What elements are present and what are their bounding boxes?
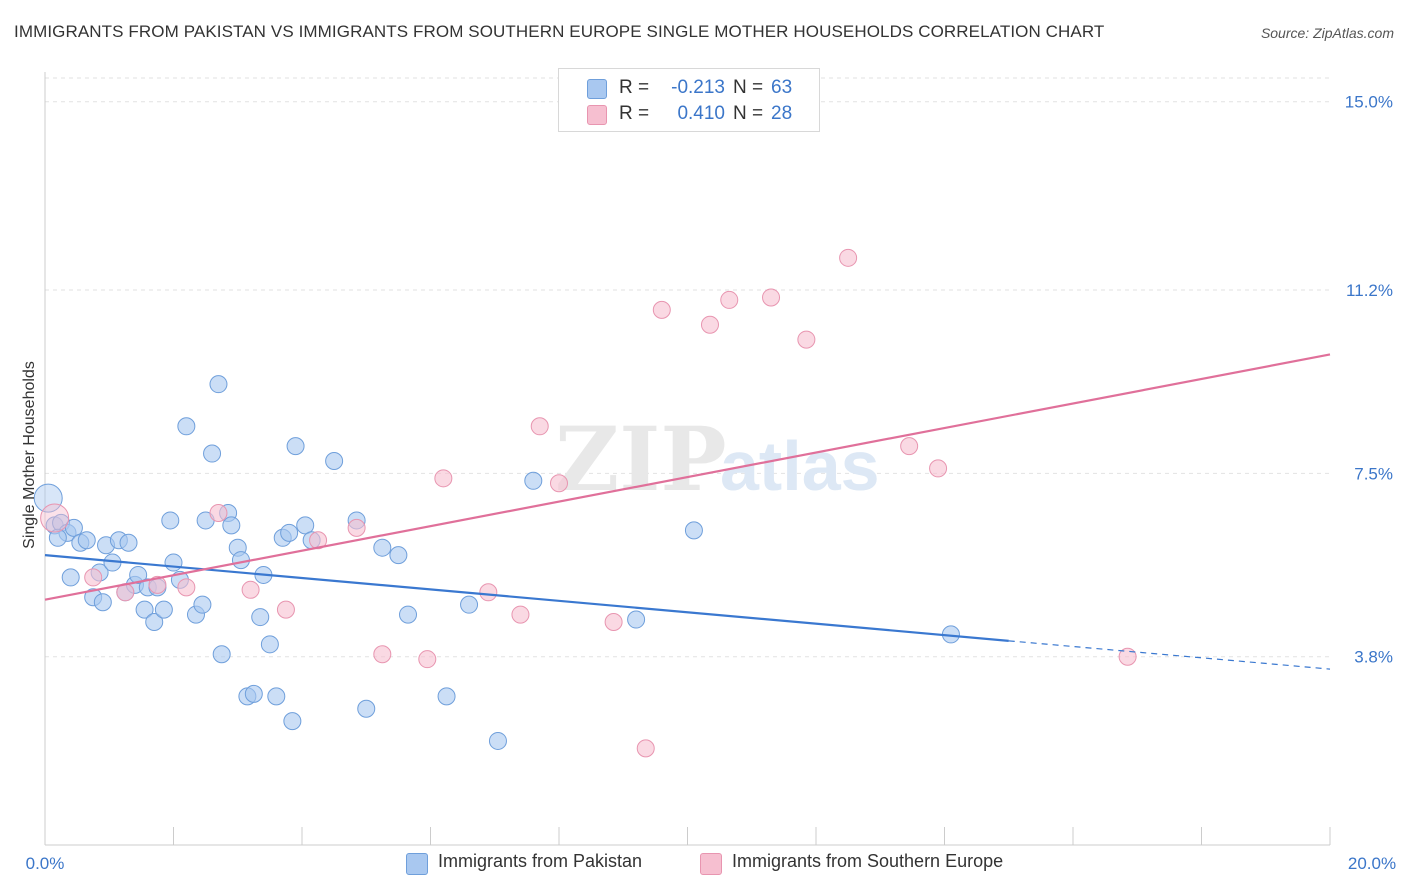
y-tick-label: 7.5% (1354, 464, 1393, 483)
pakistan-point (48, 528, 67, 547)
pakistan-trend-line (44, 554, 1009, 642)
pakistan-point (129, 565, 148, 584)
pakistan-point (203, 444, 222, 463)
legend-swatch-pakistan (587, 79, 607, 99)
pakistan-point (260, 635, 279, 654)
bottom-legend-swatch-southern-europe (700, 853, 722, 875)
y-tick-label: 11.2% (1346, 281, 1393, 300)
legend-swatch-southern-europe (587, 105, 607, 125)
southern-europe-point (148, 575, 167, 594)
legend-r-label: R = (619, 103, 650, 124)
southern-europe-point (700, 315, 719, 334)
pakistan-point (93, 593, 112, 612)
southern-europe-point (797, 330, 816, 349)
pakistan-point (286, 437, 305, 456)
southern-europe-point (177, 578, 196, 597)
pakistan-point (437, 687, 456, 706)
pakistan-point (64, 518, 83, 537)
southern-europe-point (511, 605, 530, 624)
southern-europe-point (418, 650, 437, 669)
source-label: Source: ZipAtlas.com (1260, 25, 1394, 41)
pakistan-point (684, 521, 703, 540)
southern-europe-point (309, 531, 328, 550)
pakistan-point (251, 608, 270, 627)
southern-europe-point (550, 474, 568, 493)
legend-n-value: 28 (771, 103, 793, 124)
legend-n-value: 63 (771, 77, 793, 98)
legend-r-value: -0.213 (671, 77, 725, 98)
southern-europe-point (762, 288, 781, 307)
pakistan-point (283, 712, 302, 731)
bottom-legend-label-southern-europe: Immigrants from Southern Europe (732, 851, 1004, 871)
southern-europe-point (530, 417, 549, 436)
y-tick-label: 15.0% (1345, 93, 1393, 112)
southern-europe-point (1118, 647, 1137, 666)
correlation-legend: R = -0.213 N = 63 R = 0.410 N = 28 (558, 68, 820, 132)
pakistan-point (222, 516, 241, 535)
pakistan-point (161, 511, 180, 530)
pakistan-point (627, 610, 646, 629)
pakistan-point (164, 553, 183, 572)
y-tick-label: 3.8% (1354, 648, 1393, 667)
southern-europe-point (479, 583, 498, 602)
pakistan-point (389, 546, 408, 565)
southern-europe-point (900, 437, 919, 456)
pakistan-point (296, 516, 315, 535)
pakistan-point (154, 600, 173, 619)
southern-europe-point (209, 504, 228, 523)
pakistan-point (209, 375, 228, 394)
southern-europe-point (40, 503, 70, 533)
pakistan-point (280, 523, 299, 542)
southern-europe-point (720, 290, 739, 309)
pakistan-point (61, 568, 80, 587)
pakistan-point (399, 605, 418, 624)
pakistan-point (524, 471, 543, 490)
southern-europe-point (276, 600, 295, 619)
southern-europe-point (839, 248, 858, 267)
legend-n-label: N = (733, 103, 764, 124)
pakistan-point (119, 533, 138, 552)
pakistan-point (145, 613, 164, 632)
southern-europe-point (652, 300, 671, 319)
y-axis-label: Single Mother Households (21, 361, 38, 549)
southern-europe-point (241, 580, 260, 599)
pakistan-point (357, 699, 376, 718)
pakistan-trend-extension (1008, 640, 1331, 670)
x-tick-label-min: 0.0% (26, 854, 65, 873)
pakistan-point (460, 595, 479, 614)
southern-europe-point (434, 469, 453, 488)
legend-r-label: R = (619, 77, 650, 98)
pakistan-point (373, 538, 392, 557)
pakistan-point (488, 731, 507, 750)
pakistan-point (193, 595, 212, 614)
pakistan-point (77, 531, 96, 550)
legend-r-value: 0.410 (677, 103, 725, 124)
legend-n-label: N = (733, 77, 764, 98)
southern-europe-point (84, 568, 103, 587)
pakistan-point (325, 451, 344, 470)
pakistan-point (244, 684, 263, 703)
pakistan-point (212, 645, 231, 664)
pakistan-point (267, 687, 286, 706)
southern-europe-point (604, 613, 623, 632)
southern-europe-point (373, 645, 392, 664)
x-tick-label-max: 20.0% (1348, 854, 1396, 873)
bottom-legend-label-pakistan: Immigrants from Pakistan (438, 851, 643, 871)
pakistan-point (33, 483, 63, 513)
bottom-legend-swatch-pakistan (406, 853, 428, 875)
pakistan-point (135, 600, 154, 619)
chart-title: IMMIGRANTS FROM PAKISTAN VS IMMIGRANTS F… (14, 22, 1105, 41)
watermark-zip: ZIP (555, 407, 727, 511)
southern-europe-point (929, 459, 948, 478)
southern-europe-point (347, 518, 366, 537)
southern-europe-trend-line (44, 353, 1331, 601)
pakistan-point (177, 417, 196, 436)
southern-europe-point (636, 739, 655, 758)
